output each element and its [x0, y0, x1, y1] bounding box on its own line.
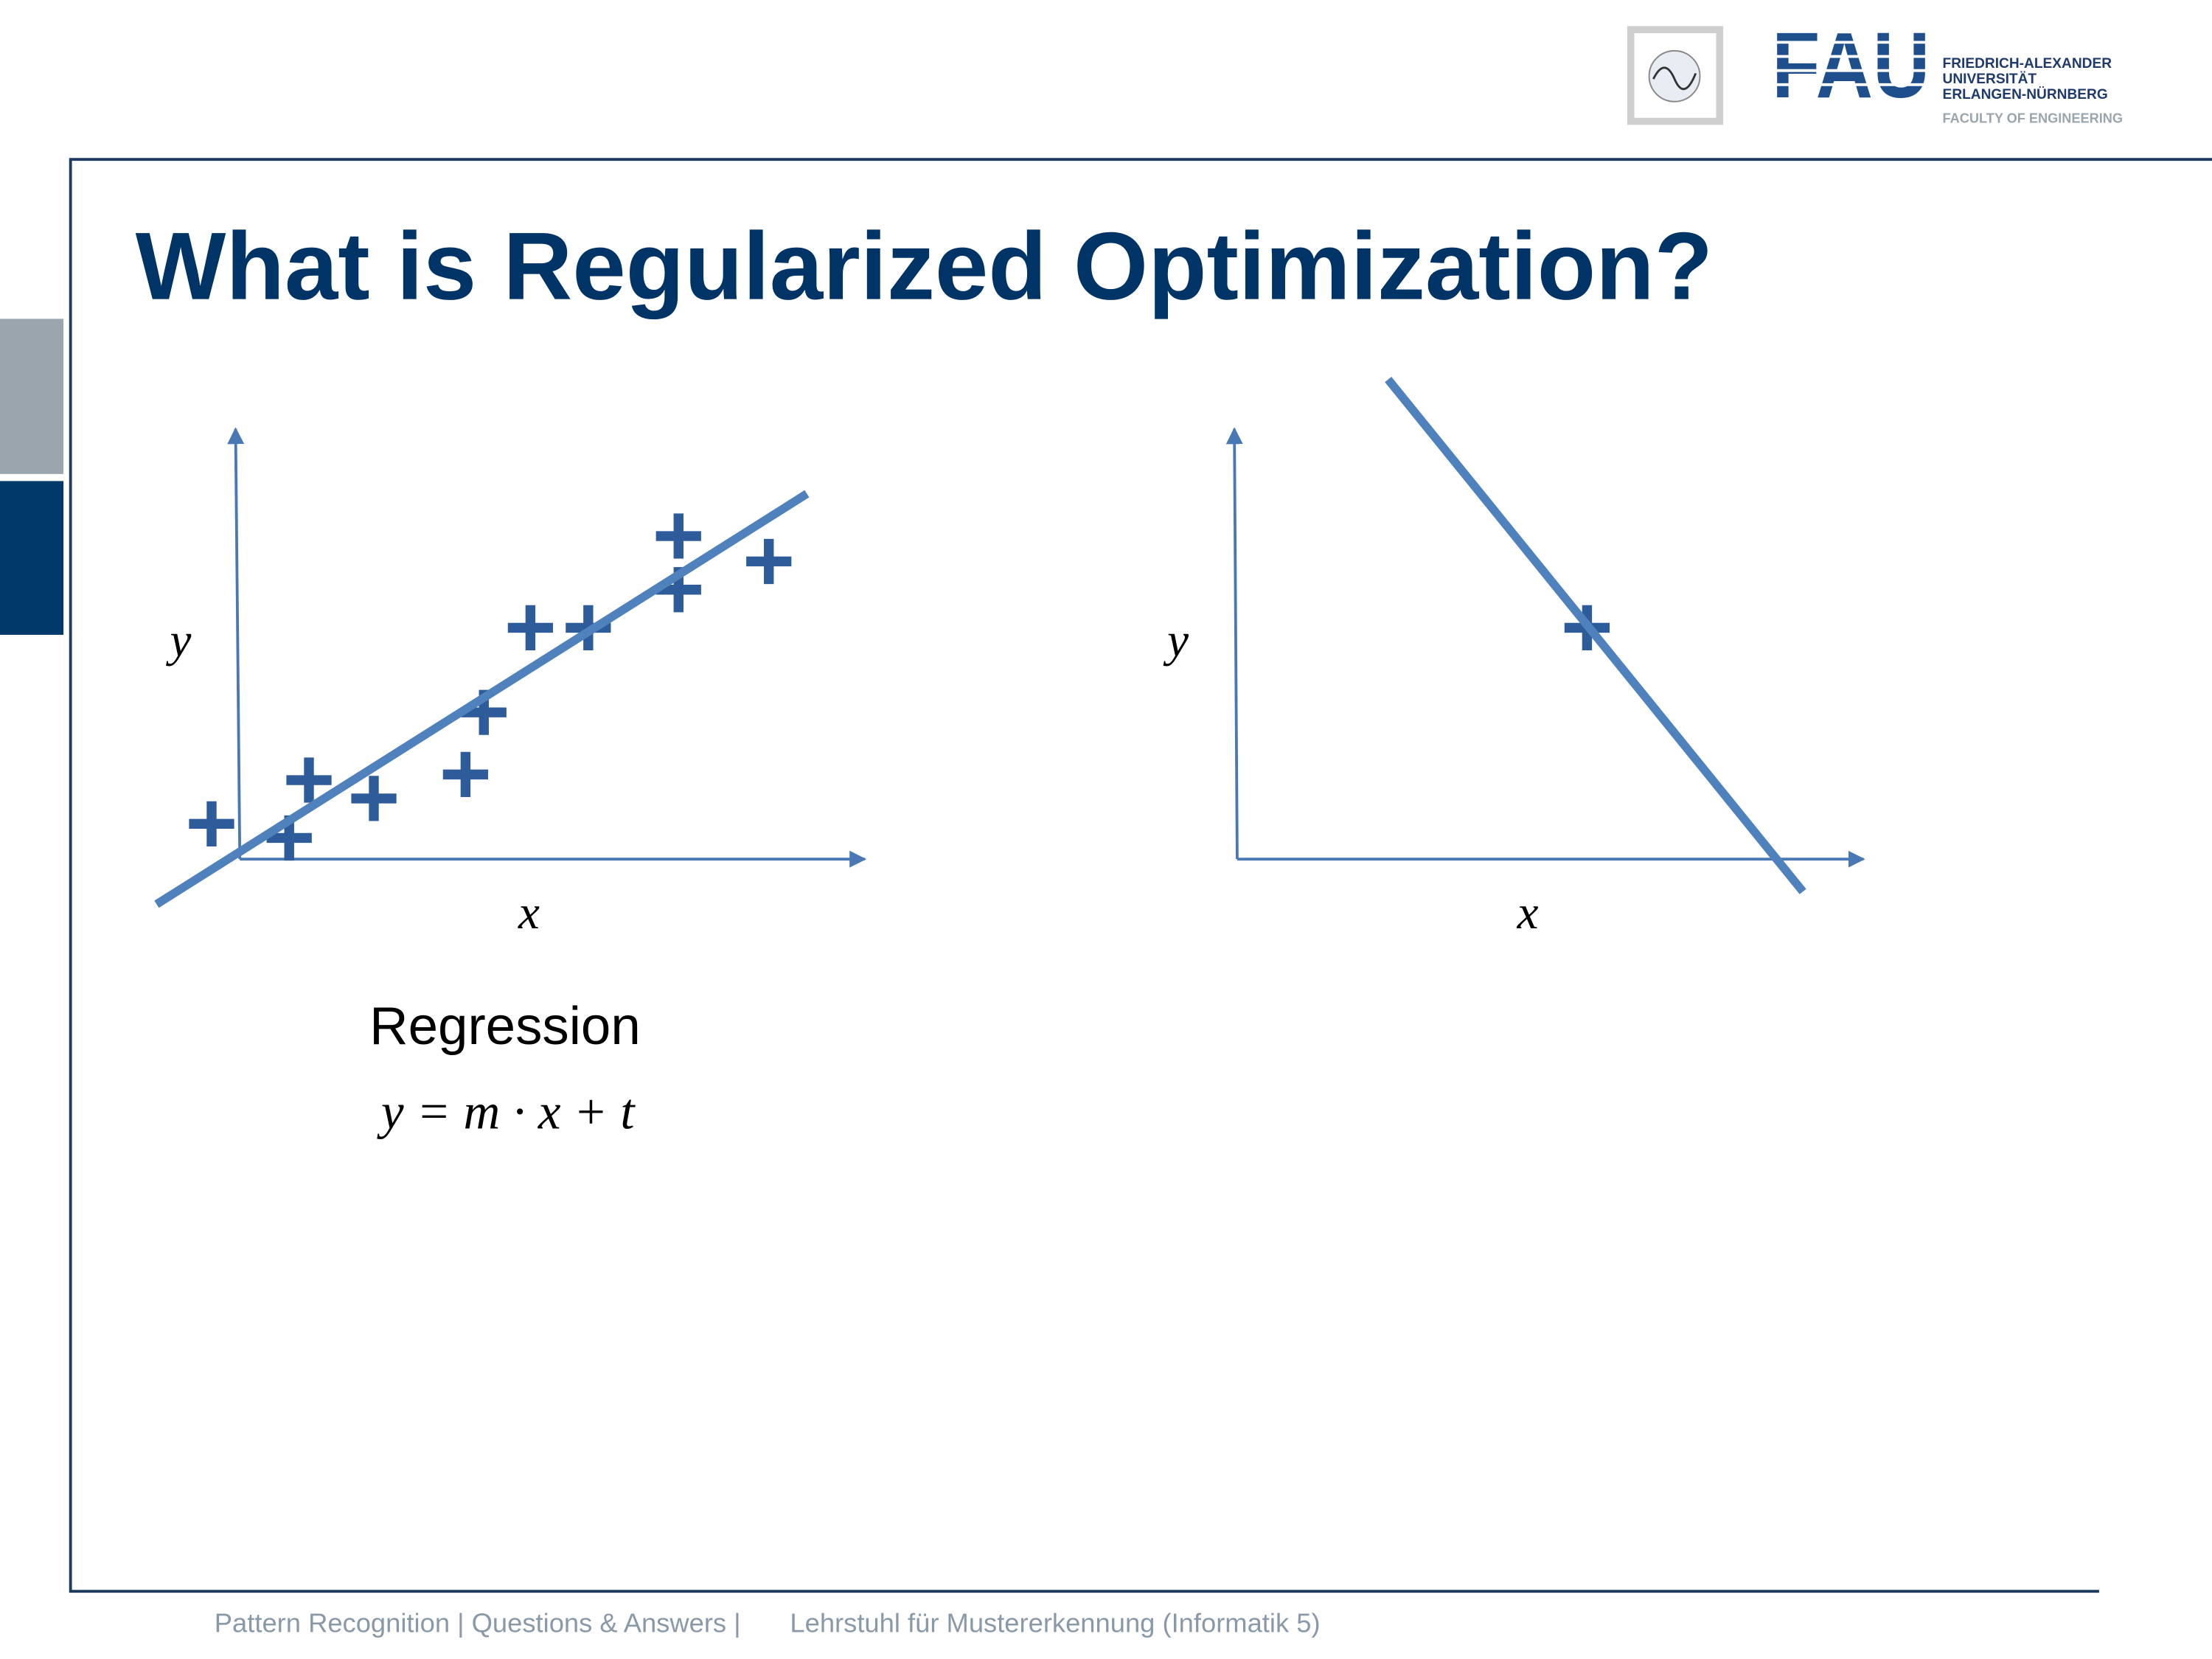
slide-title: What is Regularized Optimization?	[136, 212, 1713, 320]
y-label: y	[165, 614, 191, 667]
fit-line	[1385, 377, 1806, 894]
fau-stripes	[1763, 41, 1935, 86]
frame	[69, 158, 2212, 1593]
lab-logo	[1627, 26, 1724, 125]
lab-logo-wave	[1652, 66, 1697, 90]
x-label: x	[518, 886, 540, 939]
formula: y = m · x + t	[377, 1084, 636, 1140]
footer-chair: Lehrstuhl für Mustererkennung (Informati…	[790, 1608, 1320, 1638]
sidebar-blue	[0, 481, 64, 635]
lab-logo-circle	[1648, 49, 1701, 102]
logo-line: UNIVERSITÄT	[1943, 72, 2037, 87]
logo-line: FRIEDRICH-ALEXANDER	[1943, 56, 2112, 72]
caption: Regression	[369, 996, 641, 1056]
logo-faculty: FACULTY OF ENGINEERING	[1943, 111, 2123, 125]
logo-line: ERLANGEN-NÜRNBERG	[1943, 87, 2108, 102]
y-label: y	[1163, 614, 1189, 667]
regression-line	[154, 490, 810, 908]
sidebar-gray	[0, 319, 64, 474]
footer-course: Pattern Recognition | Questions & Answer…	[215, 1608, 741, 1638]
axes-right	[1225, 427, 1865, 868]
fau-wordmark: FAU	[1772, 13, 1930, 117]
axes-left	[227, 427, 867, 868]
x-label: x	[1517, 886, 1539, 939]
